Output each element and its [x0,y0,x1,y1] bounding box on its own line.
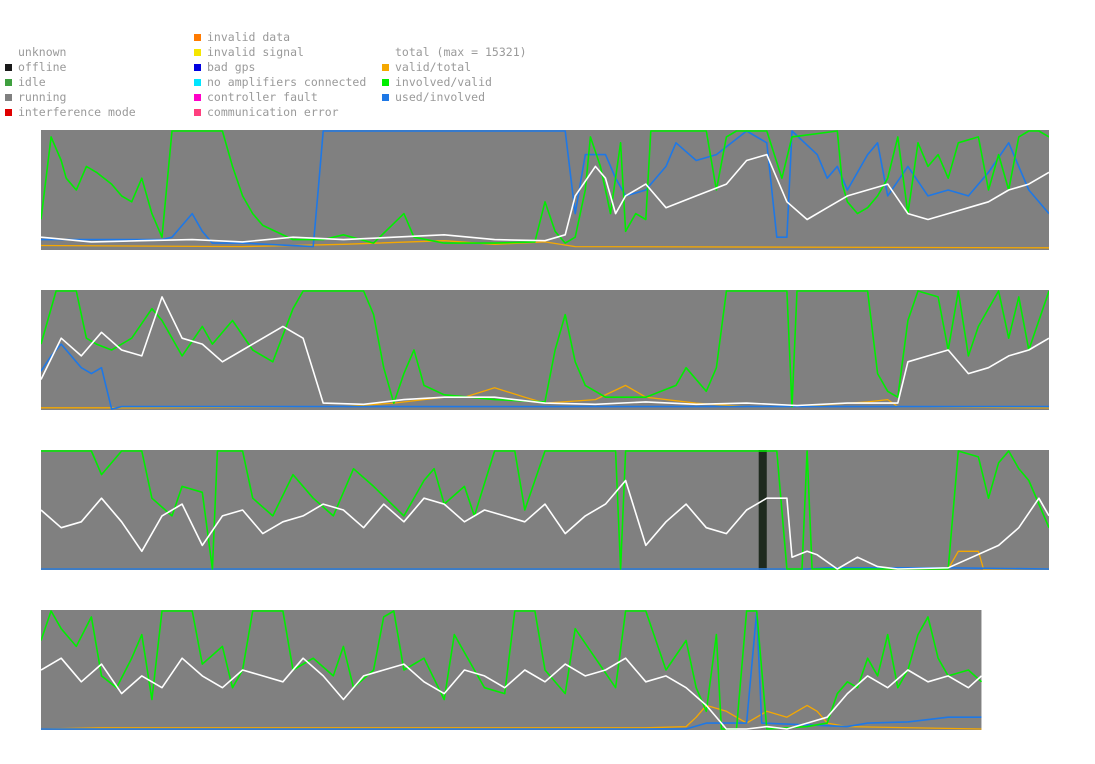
legend-swatch [382,94,389,101]
series-involved-valid-line [41,130,1049,244]
series-total-line [41,296,1049,407]
legend-label: bad gps [207,60,256,74]
legend-swatch [194,79,201,86]
legend-item-states-4: interference mode [5,105,136,120]
legend-swatch [5,109,12,116]
legend-item-metrics-1: valid/total [382,60,527,75]
series-involved-valid-line [41,610,983,730]
legend-label: communication error [207,105,339,119]
legend-item-errors-5: communication error [194,105,366,120]
series-involved-valid-line [41,450,1049,570]
chart-strip-4 [41,610,1049,730]
legend-label: idle [18,75,46,89]
legend-item-states-1: offline [5,60,136,75]
series-total-line [41,153,1049,243]
legend-label: offline [18,60,67,74]
chart-strip-2-plot [41,290,1049,410]
legend-swatch [5,64,12,71]
legend-metrics: total (max = 15321) valid/total involved/v… [382,45,527,105]
legend-label: invalid signal [207,45,304,59]
chart-strip-2 [41,290,1049,410]
chart-strip-3 [41,450,1049,570]
legend-states: unknown offline idle running interference mo… [5,45,136,120]
legend-item-metrics-0: total (max = 15321) [382,45,527,60]
legend-item-errors-3: no amplifiers connected [194,75,366,90]
legend-item-states-2: idle [5,75,136,90]
chart-strip-1 [41,130,1049,250]
legend-item-errors-1: invalid signal [194,45,366,60]
running-background [41,610,982,730]
legend-swatch [5,94,12,101]
offline-span-0 [758,450,767,570]
legend-item-errors-0: invalid data [194,30,366,45]
legend-swatch [194,34,201,41]
legend-label: involved/valid [395,75,492,89]
legend-label: controller fault [207,90,318,104]
legend-item-states-3: running [5,90,136,105]
legend: unknown offline idle running interference mo… [0,0,1095,125]
legend-label: unknown [18,45,67,59]
series-used-involved-line [41,610,982,730]
legend-label: total (max = 15321) [395,45,527,59]
legend-label: no amplifiers connected [207,75,367,89]
legend-swatch [194,49,201,56]
legend-errors: invalid data invalid signal bad gps no ampl… [194,30,366,120]
legend-label: valid/total [395,60,472,74]
series-used-involved-line [41,130,1049,248]
running-background [41,130,1049,250]
legend-item-states-0: unknown [5,45,136,60]
legend-item-metrics-2: involved/valid [382,75,527,90]
legend-label: used/involved [395,90,486,104]
legend-swatch [5,79,12,86]
legend-item-errors-4: controller fault [194,90,366,105]
legend-label: running [18,90,67,104]
legend-swatch [194,109,201,116]
chart-strip-3-plot [41,450,1049,570]
chart-strip-1-plot [41,130,1049,250]
series-involved-valid-line [41,290,1049,408]
legend-swatch [382,64,389,71]
series-total-line [41,479,1049,570]
series-total-line [41,657,983,730]
chart-strip-4-plot [41,610,983,730]
legend-label: interference mode [18,105,136,119]
legend-label: invalid data [207,30,291,44]
legend-swatch [194,64,201,71]
legend-swatch [382,79,389,86]
legend-item-errors-2: bad gps [194,60,366,75]
running-background [41,450,1049,570]
series-used-involved-line [41,567,1049,570]
legend-item-metrics-3: used/involved [382,90,527,105]
legend-swatch [194,94,201,101]
